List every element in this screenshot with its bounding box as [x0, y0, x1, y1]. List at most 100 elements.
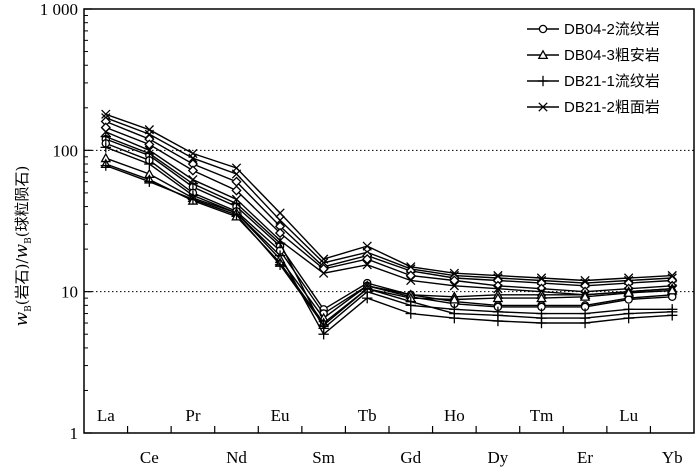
marker-x-b: [318, 268, 329, 278]
data-point: [318, 329, 329, 340]
marker-triangle: [492, 292, 504, 303]
data-point: [579, 312, 591, 324]
data-point: [100, 142, 111, 153]
series-line: [105, 146, 673, 336]
data-point: [362, 260, 372, 270]
series-line: [105, 117, 673, 284]
data-point: [100, 122, 111, 133]
series-line: [105, 120, 673, 287]
legend-marker: [538, 24, 548, 34]
data-point: [362, 283, 373, 294]
x-tick-label-top: Pr: [185, 406, 200, 425]
data-point: [144, 158, 155, 170]
series-line: [105, 113, 673, 282]
data-point: [492, 310, 504, 321]
data-point: [406, 275, 416, 286]
legend-entry: DB21-2粗面岩: [527, 99, 660, 116]
marker-circle: [624, 295, 633, 304]
data-point: [536, 312, 547, 324]
x-tick-label-top: Ho: [444, 406, 465, 425]
x-tick-label-bottom: Yb: [662, 448, 683, 467]
legend-entry: DB04-3粗安岩: [527, 47, 660, 64]
legend-label: DB21-2粗面岩: [564, 99, 660, 116]
series-3: [100, 116, 678, 291]
data-point: [274, 227, 286, 239]
data-point: [188, 153, 198, 163]
marker-diamond: [362, 253, 373, 265]
marker-diamond: [187, 165, 199, 176]
x-tick-label-top: Tm: [530, 406, 554, 425]
data-point: [274, 238, 286, 249]
data-point: [144, 148, 155, 159]
marker-diamond: [231, 185, 242, 196]
data-point: [405, 296, 416, 307]
marker-diamond: [449, 275, 460, 286]
data-point: [362, 292, 373, 304]
series-2: [101, 113, 677, 288]
x-tick-label-top: La: [97, 406, 115, 425]
legend-label: DB21-1流纹岩: [564, 73, 660, 90]
marker-triangle: [537, 49, 549, 60]
x-tick-label-bottom: Ce: [140, 448, 159, 467]
series-line: [105, 138, 673, 311]
data-point: [449, 275, 460, 286]
series-lines: [100, 109, 678, 340]
data-point: [318, 319, 329, 331]
x-tick-label-bottom: Nd: [226, 448, 247, 467]
data-point: [231, 209, 242, 220]
data-point: [493, 284, 503, 294]
legend-label: DB04-2流纹岩: [564, 21, 660, 38]
x-tick-label-bottom: Gd: [400, 448, 421, 467]
series-8: [100, 131, 678, 334]
y-title-w1: w: [12, 311, 32, 326]
data-point: [101, 109, 111, 119]
data-point: [536, 292, 547, 303]
data-point: [144, 176, 155, 187]
marker-triangle: [536, 292, 547, 303]
data-point: [623, 308, 634, 319]
data-point: [449, 293, 460, 304]
data-point: [449, 308, 460, 319]
data-point: [275, 208, 285, 218]
x-tick-label-bottom: Dy: [488, 448, 509, 467]
data-point: [623, 287, 634, 297]
legend-marker: [537, 75, 549, 87]
legend-entry: DB04-2流纹岩: [527, 21, 660, 38]
data-point: [231, 169, 242, 179]
series-12: [100, 160, 678, 331]
marker-x-b: [231, 169, 242, 179]
marker-triangle: [449, 293, 460, 304]
data-point: [579, 291, 591, 301]
marker-x-b: [318, 254, 329, 264]
marker-circle: [538, 24, 548, 34]
data-point: [231, 185, 242, 196]
series-line: [105, 126, 673, 293]
data-point: [100, 160, 111, 171]
marker-x-b: [362, 260, 372, 270]
series-line: [105, 164, 673, 327]
marker-x-b: [406, 275, 416, 286]
data-point: [666, 284, 678, 295]
marker-x-b: [538, 102, 548, 112]
data-point: [318, 268, 329, 278]
data-point: [187, 194, 199, 205]
marker-diamond: [100, 122, 111, 133]
data-point: [449, 281, 460, 291]
legend-marker: [537, 49, 549, 60]
data-point: [362, 253, 373, 265]
series-line: [105, 157, 673, 320]
legend-background: [522, 14, 692, 120]
data-point: [405, 308, 416, 319]
data-point: [492, 292, 504, 303]
series-line: [105, 135, 673, 330]
x-tick-label-bottom: Er: [577, 448, 593, 467]
series-9: [100, 142, 678, 340]
marker-x-b: [275, 208, 285, 218]
marker-x-b: [493, 284, 503, 294]
x-tick-label-top: Eu: [271, 406, 290, 425]
series-line: [105, 142, 673, 315]
marker-x-b: [188, 153, 198, 163]
x-tick-label-bottom: Sm: [312, 448, 335, 467]
x-tick-label-top: Lu: [619, 406, 638, 425]
series-6: [101, 134, 677, 314]
